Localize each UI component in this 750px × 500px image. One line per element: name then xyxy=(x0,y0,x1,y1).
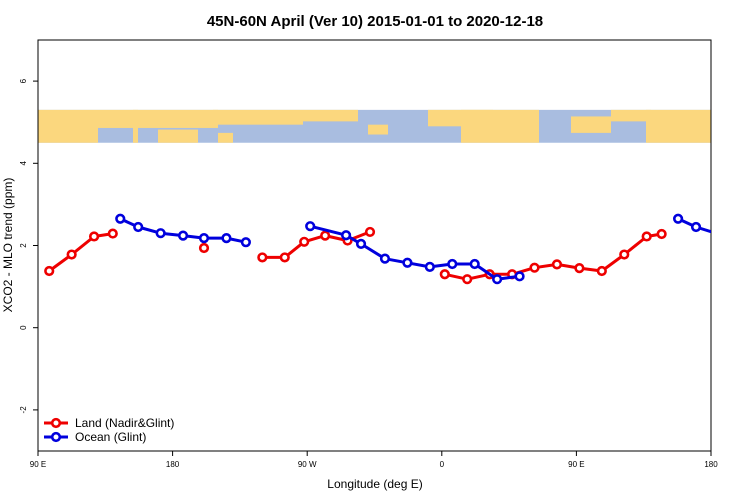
data-point-ocean xyxy=(115,213,126,224)
data-point-land xyxy=(299,236,310,247)
data-point-ocean xyxy=(355,238,367,249)
y-tick-label: 2 xyxy=(19,243,28,248)
data-point-ocean xyxy=(690,221,702,233)
axes: 90 E 180 90 W 0 90 E 180 -2 0 2 4 6 xyxy=(19,39,718,469)
data-point-ocean xyxy=(492,274,503,285)
x-tick-label: 90 E xyxy=(30,460,46,469)
legend-label-land: Land (Nadir&Glint) xyxy=(75,416,174,430)
series-line-land xyxy=(48,232,114,273)
data-point-ocean xyxy=(155,228,166,239)
series-ocean xyxy=(115,213,723,285)
data-point-land xyxy=(66,249,77,260)
data-point-land xyxy=(529,262,540,273)
data-point-ocean xyxy=(447,258,458,270)
map-land xyxy=(38,109,98,143)
series-line-ocean xyxy=(309,224,520,281)
map-land xyxy=(303,109,358,122)
data-point-ocean xyxy=(514,271,525,282)
map-land xyxy=(468,109,493,120)
map-land xyxy=(218,132,233,143)
world-map-band xyxy=(38,109,711,143)
data-point-land xyxy=(439,269,450,280)
data-point-land xyxy=(320,230,331,241)
map-land xyxy=(646,109,711,143)
data-point-land xyxy=(551,259,563,270)
x-tick-label: 0 xyxy=(440,460,445,469)
map-land xyxy=(98,109,218,128)
legend: Land (Nadir&Glint)Ocean (Glint) xyxy=(44,416,174,444)
chart-title: 45N-60N April (Ver 10) 2015-01-01 to 202… xyxy=(207,13,543,30)
y-axis-label: XCO2 - MLO trend (ppm) xyxy=(1,178,15,313)
y-tick-label: -2 xyxy=(19,406,28,414)
series-layer xyxy=(44,213,723,285)
data-point-ocean xyxy=(240,237,251,248)
data-point-land xyxy=(641,231,652,242)
map-land xyxy=(428,109,468,127)
y-tick-label: 6 xyxy=(19,78,28,83)
map-land xyxy=(571,116,611,133)
data-point-ocean xyxy=(715,230,723,238)
x-tick-label: 90 E xyxy=(568,460,584,469)
data-point-ocean xyxy=(133,221,144,233)
y-tick-label: 0 xyxy=(19,325,28,330)
data-point-land xyxy=(596,265,607,277)
data-point-ocean xyxy=(672,213,684,224)
data-point-ocean xyxy=(198,233,210,244)
map-land xyxy=(213,109,303,125)
data-point-land xyxy=(656,228,667,240)
map-land xyxy=(611,109,651,122)
data-point-land xyxy=(107,228,118,239)
map-land xyxy=(158,129,198,143)
data-point-land xyxy=(198,242,210,254)
series-land xyxy=(44,226,667,285)
data-point-land xyxy=(44,265,55,277)
x-tick-label: 180 xyxy=(166,460,180,469)
data-point-land xyxy=(88,231,100,242)
plot-frame xyxy=(37,39,712,452)
x-tick-label: 90 W xyxy=(298,460,317,469)
data-point-ocean xyxy=(469,258,480,270)
data-point-ocean xyxy=(379,253,391,264)
data-point-ocean xyxy=(177,230,189,241)
legend-marker-land xyxy=(50,417,62,429)
data-point-land xyxy=(462,274,473,285)
x-axis-label: Longitude (deg E) xyxy=(327,477,422,491)
data-point-ocean xyxy=(221,233,232,244)
data-point-land xyxy=(364,226,376,238)
data-point-land xyxy=(619,249,630,260)
data-point-ocean xyxy=(340,230,352,241)
x-tick-label: 180 xyxy=(704,460,718,469)
series-line-land xyxy=(262,230,371,259)
data-point-land xyxy=(279,252,290,263)
legend-label-ocean: Ocean (Glint) xyxy=(75,430,146,444)
data-point-land xyxy=(574,263,585,274)
y-tick-label: 4 xyxy=(19,161,28,166)
map-land xyxy=(368,124,388,135)
data-point-land xyxy=(257,252,268,263)
legend-marker-ocean xyxy=(50,431,62,443)
data-point-ocean xyxy=(305,221,316,232)
series-line-land xyxy=(444,232,662,281)
data-point-ocean xyxy=(402,257,413,268)
data-point-ocean xyxy=(424,261,435,272)
